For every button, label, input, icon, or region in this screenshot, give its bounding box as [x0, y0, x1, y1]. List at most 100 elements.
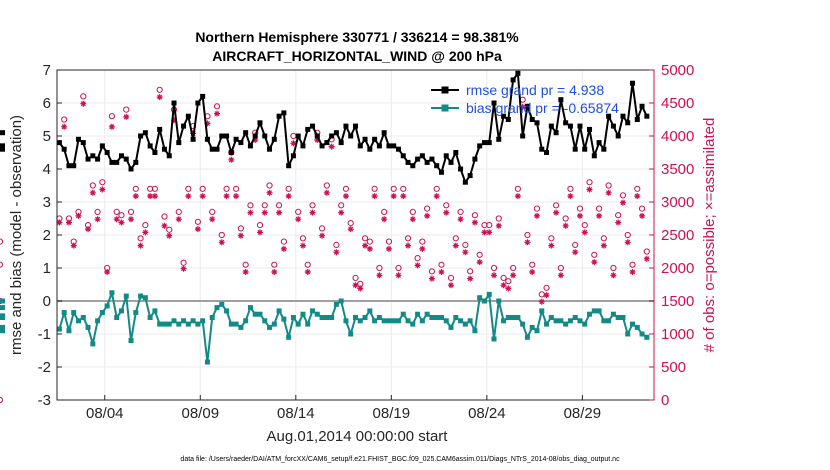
obs-possible-point	[0, 396, 4, 404]
bias-point	[505, 315, 511, 320]
rmse-point	[372, 136, 378, 142]
rmse-point	[219, 133, 225, 139]
obs-assimilated-point	[299, 242, 306, 249]
x-tick-label: 08/29	[564, 405, 602, 422]
bias-point	[338, 298, 344, 304]
obs-assimilated-point	[295, 216, 302, 223]
y2-tick-label: 5000	[661, 62, 694, 79]
obs-assimilated-point	[94, 216, 101, 223]
obs-possible-point	[156, 86, 163, 93]
bias-point	[477, 295, 483, 301]
bias-point	[486, 291, 492, 297]
rmse-point	[524, 103, 530, 109]
obs-assimilated-point	[156, 94, 163, 101]
obs-possible-point	[376, 264, 383, 272]
obs-assimilated-point	[309, 209, 316, 216]
obs-possible-point	[457, 208, 464, 215]
chart-subtitle: AIRCRAFT_HORIZONTAL_WIND @ 200 hPa	[212, 48, 502, 64]
rmse-point	[157, 126, 163, 132]
bias-point	[548, 315, 554, 320]
obs-assimilated-point	[89, 189, 96, 196]
bias-point	[400, 311, 406, 317]
obs-assimilated-point	[218, 239, 225, 246]
obs-possible-point	[600, 235, 607, 242]
rmse-point	[544, 150, 550, 155]
rmse-point	[118, 153, 124, 159]
obs-assimilated-point	[500, 282, 507, 289]
obs-assimilated-point	[452, 242, 459, 249]
bias-point	[147, 315, 153, 320]
rmse-point	[630, 80, 636, 86]
rmse-point	[529, 117, 535, 122]
bias-point	[319, 315, 325, 320]
rmse-point	[295, 133, 301, 139]
rmse-point	[61, 146, 67, 152]
obs-possible-point	[0, 261, 4, 268]
obs-possible-point	[476, 251, 483, 258]
bias-point	[596, 308, 602, 314]
obs-possible-point	[557, 264, 564, 272]
rmse-point	[133, 159, 139, 165]
rmse-point	[462, 179, 468, 185]
rmse-point	[300, 143, 306, 149]
obs-assimilated-point	[395, 272, 402, 279]
obs-possible-point	[562, 215, 569, 222]
obs-assimilated-point	[276, 209, 283, 216]
rmse-point	[405, 159, 411, 165]
rmse-point	[161, 146, 167, 152]
obs-assimilated-point	[85, 226, 92, 233]
x-axis-label: Aug.01,2014 00:00:00 start	[267, 428, 449, 445]
obs-assimilated-point	[543, 292, 550, 299]
bias-point	[634, 324, 640, 330]
x-tick-label: 08/09	[182, 405, 220, 422]
obs-assimilated-point	[514, 193, 521, 200]
rmse-point	[458, 166, 464, 172]
obs-possible-point	[643, 248, 650, 255]
rmse-point	[601, 146, 607, 152]
obs-possible-point	[414, 255, 421, 262]
obs-assimilated-point	[166, 232, 173, 239]
rmse-point	[276, 113, 282, 119]
obs-possible-point	[567, 185, 574, 192]
y2-axis-label: # of obs: o=possible; ×=assimilated	[701, 118, 718, 353]
obs-assimilated-point	[419, 245, 426, 252]
bias-point	[372, 318, 378, 324]
y-tick-label: -3	[38, 392, 51, 409]
bias-point	[118, 308, 124, 314]
obs-assimilated-point	[366, 245, 373, 252]
obs-assimilated-point	[266, 189, 273, 196]
bias-point	[276, 308, 282, 314]
bias-point	[577, 318, 583, 324]
obs-assimilated-point	[280, 245, 287, 252]
obs-assimilated-point	[576, 212, 583, 219]
obs-possible-point	[223, 185, 230, 192]
bias-point	[109, 290, 115, 296]
rmse-point	[481, 140, 487, 146]
bias-point	[367, 308, 373, 314]
bias-point	[80, 315, 86, 320]
legend-bias-label: bias grand pr = -0.65874	[466, 100, 619, 116]
bias-point	[415, 311, 421, 317]
obs-assimilated-point	[319, 232, 326, 239]
obs-possible-point	[404, 235, 412, 242]
obs-possible-point	[610, 264, 617, 272]
bias-point	[491, 336, 497, 342]
obs-assimilated-point	[390, 193, 397, 200]
rmse-point	[505, 117, 511, 122]
rmse-point	[553, 130, 559, 136]
obs-assimilated-point	[362, 242, 369, 249]
obs-assimilated-point	[624, 239, 631, 246]
obs-possible-point	[629, 261, 636, 268]
rmse-point	[620, 113, 626, 119]
y-tick-label: -2	[38, 359, 51, 376]
rmse-point	[362, 136, 368, 142]
obs-possible-point	[127, 208, 135, 215]
bias-point	[0, 324, 5, 330]
obs-assimilated-point	[438, 269, 445, 275]
obs-possible-point	[381, 208, 388, 215]
rmse-point	[314, 133, 320, 139]
bias-point	[520, 321, 526, 327]
obs-possible-point	[428, 268, 436, 275]
rmse-point	[0, 146, 5, 152]
obs-possible-point	[390, 185, 397, 192]
